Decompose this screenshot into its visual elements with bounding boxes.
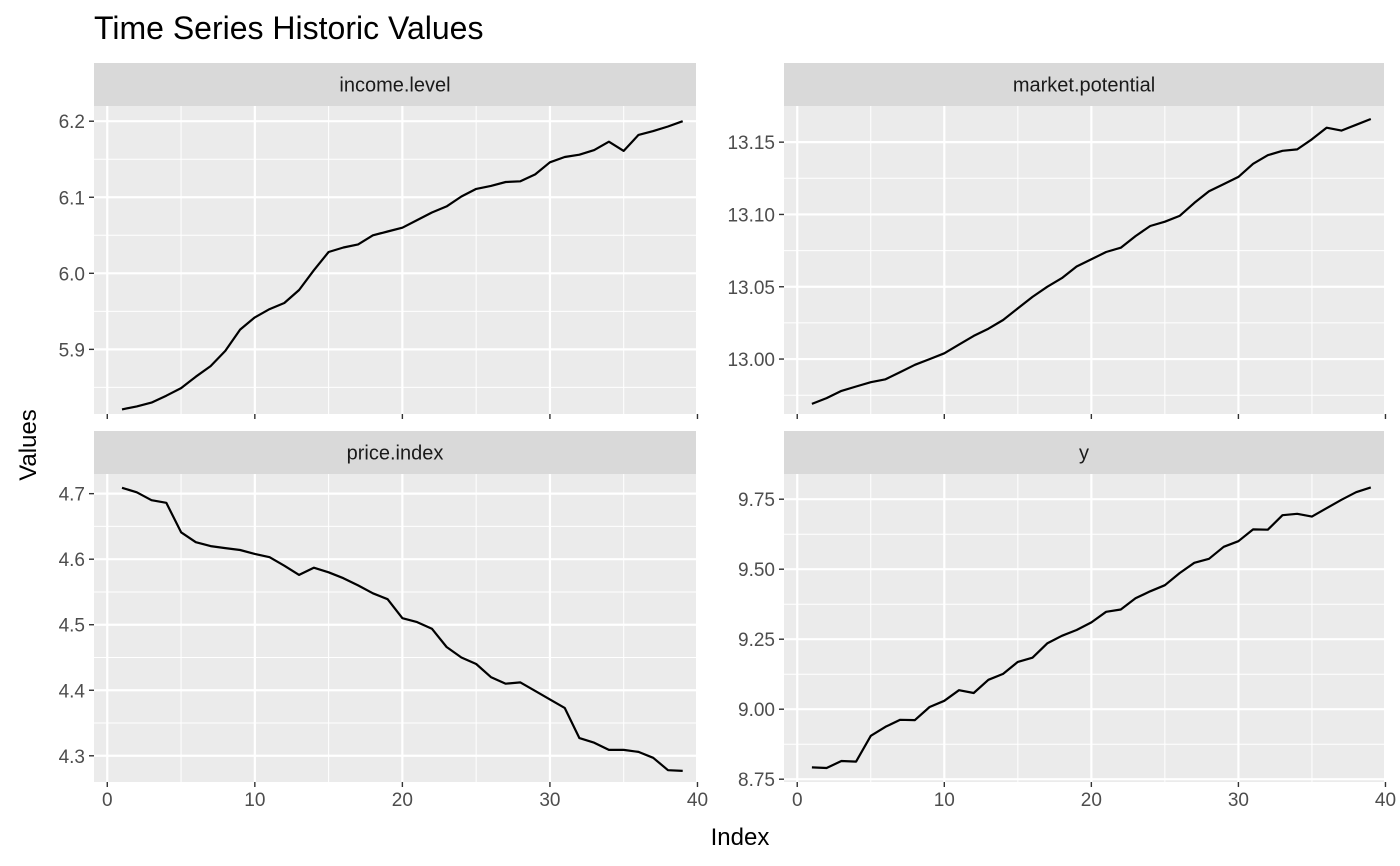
x-tick-label: 0 [792, 790, 803, 811]
facet-panel: price.index 4.3 4.4 4.5 4.6 4.7 0 10 20 30 40 [59, 431, 708, 811]
x-tick-label: 40 [1375, 790, 1396, 811]
series-line [811, 486, 1372, 770]
y-tick-label: 4.4 [59, 681, 86, 702]
y-tick-label: 4.5 [59, 616, 85, 637]
panel-background [94, 474, 696, 782]
y-tick-label: 5.9 [59, 340, 85, 361]
x-tick-label: 20 [1081, 790, 1102, 811]
facet-strip [784, 431, 1384, 474]
facet-panel: income.level 5.9 6.0 6.1 6.2 [59, 63, 699, 419]
series-line [811, 117, 1372, 405]
x-tick-label: 30 [1228, 790, 1249, 811]
facet-strip [94, 431, 696, 474]
x-tick-label: 10 [244, 790, 265, 811]
panel-background [784, 106, 1384, 414]
facet-panel: market.potential 13.00 13.05 13.10 13.15 [727, 63, 1387, 419]
y-tick-label: 13.05 [727, 278, 775, 299]
y-tick-label: 6.2 [59, 112, 85, 133]
y-tick-label: 4.6 [59, 550, 85, 571]
y-tick-label: 6.1 [59, 188, 85, 209]
chart-title: Time Series Historic Values [94, 10, 483, 46]
x-tick-label: 40 [687, 790, 708, 811]
y-tick-label: 9.75 [738, 490, 775, 511]
x-tick-label: 10 [934, 790, 955, 811]
facet-strip-label: price.index [347, 443, 444, 465]
x-tick-label: 20 [392, 790, 413, 811]
y-tick-label: 13.00 [727, 350, 775, 371]
y-tick-label: 4.7 [59, 485, 85, 506]
y-tick-label: 9.50 [738, 560, 775, 581]
y-tick-label: 6.0 [59, 264, 85, 285]
panel-background [94, 106, 696, 414]
x-tick-label: 30 [539, 790, 560, 811]
facet-strip-label: income.level [339, 75, 450, 97]
y-tick-label: 9.25 [738, 630, 775, 651]
y-tick-label: 13.15 [727, 133, 775, 154]
series-line [121, 486, 683, 772]
facet-strip [94, 63, 696, 106]
facet-strip-label: y [1079, 443, 1089, 465]
y-tick-label: 13.10 [727, 205, 775, 226]
y-tick-label: 8.75 [738, 770, 775, 791]
facet-panel: y 8.75 9.00 9.25 9.50 9.75 0 10 20 30 40 [738, 431, 1396, 811]
facet-strip-label: market.potential [1013, 75, 1155, 97]
y-tick-label: 9.00 [738, 700, 775, 721]
facet-strip [784, 63, 1384, 106]
x-tick-label: 0 [102, 790, 113, 811]
facet-panels: income.level 5.9 6.0 6.1 6.2 market.potential… [59, 63, 1396, 811]
panel-background [784, 474, 1384, 782]
x-axis-title: Index [711, 824, 770, 851]
y-axis-title: Values [15, 409, 42, 481]
y-tick-label: 4.3 [59, 747, 85, 768]
series-line [121, 120, 684, 411]
